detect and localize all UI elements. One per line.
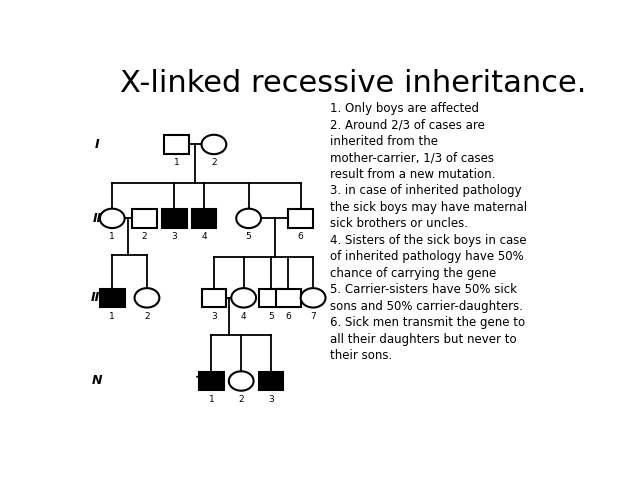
Bar [191, 209, 216, 228]
Ellipse shape [134, 288, 159, 308]
Text: 1: 1 [109, 312, 115, 321]
Bar [259, 288, 284, 307]
Bar [276, 288, 301, 307]
Bar [164, 135, 189, 154]
Text: 3: 3 [268, 395, 274, 404]
Text: 1: 1 [209, 395, 214, 404]
Ellipse shape [100, 209, 125, 228]
Text: 5: 5 [268, 312, 274, 321]
Text: 2: 2 [211, 158, 217, 167]
Ellipse shape [236, 209, 261, 228]
Text: I: I [95, 138, 100, 151]
Bar [162, 209, 187, 228]
Text: 1: 1 [109, 232, 115, 241]
Text: 2: 2 [141, 232, 147, 241]
Text: 1: 1 [174, 158, 180, 167]
Ellipse shape [231, 288, 256, 308]
Text: 2: 2 [144, 312, 150, 321]
Bar [288, 209, 313, 228]
Text: 2: 2 [238, 395, 244, 404]
Bar [100, 288, 125, 307]
Text: 5: 5 [246, 232, 252, 241]
Text: III: III [90, 291, 104, 304]
Text: 3: 3 [211, 312, 217, 321]
Bar [259, 372, 284, 390]
Ellipse shape [202, 135, 227, 154]
Text: 7: 7 [310, 312, 316, 321]
Bar [132, 209, 157, 228]
Text: 6: 6 [285, 312, 291, 321]
Text: 1. Only boys are affected
2. Around 2/3 of cases are
inherited from the
mother-c: 1. Only boys are affected 2. Around 2/3 … [330, 102, 527, 362]
Bar [199, 372, 224, 390]
Text: N: N [92, 374, 102, 387]
Text: II: II [93, 212, 102, 225]
Ellipse shape [229, 372, 253, 391]
Text: 6: 6 [298, 232, 303, 241]
Text: 3: 3 [172, 232, 177, 241]
Text: 4: 4 [201, 232, 207, 241]
Text: X-linked recessive inheritance.: X-linked recessive inheritance. [120, 69, 586, 98]
Text: 4: 4 [241, 312, 246, 321]
Ellipse shape [301, 288, 326, 308]
Bar [202, 288, 227, 307]
